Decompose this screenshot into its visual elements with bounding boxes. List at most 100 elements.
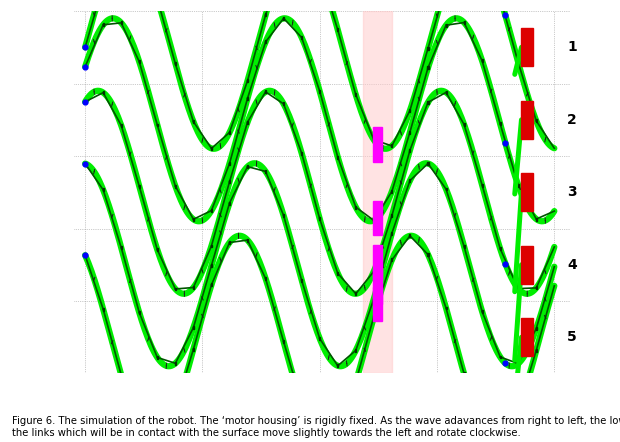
Bar	[193, 286, 194, 289]
Bar	[157, 436, 158, 439]
Bar	[427, 101, 428, 104]
Text: 1: 1	[567, 40, 577, 54]
Bar	[518, 184, 519, 187]
Bar	[247, 97, 248, 100]
Bar	[518, 61, 519, 64]
Bar	[391, 232, 392, 235]
Bar	[301, 36, 302, 39]
Bar	[521, 318, 533, 356]
Bar	[536, 349, 537, 352]
Bar	[500, 122, 501, 126]
Bar	[373, 201, 381, 235]
Bar	[121, 21, 122, 24]
Bar	[103, 188, 104, 191]
Text: 4: 4	[567, 258, 577, 272]
Bar	[409, 149, 410, 152]
Bar	[175, 287, 176, 290]
Bar	[139, 60, 140, 63]
Bar	[121, 124, 122, 127]
Bar	[211, 283, 212, 286]
Bar	[229, 202, 230, 205]
Bar	[283, 17, 284, 20]
Bar	[409, 109, 410, 112]
Text: 2: 2	[567, 113, 577, 127]
Bar	[355, 206, 356, 209]
Bar	[518, 287, 519, 290]
Bar	[427, 162, 428, 165]
Bar	[265, 41, 266, 43]
Bar	[157, 356, 158, 359]
Bar	[500, 248, 501, 250]
Bar	[373, 127, 381, 161]
Bar	[391, 145, 392, 147]
Bar	[175, 362, 176, 365]
Bar	[319, 337, 321, 340]
Bar	[363, 11, 392, 373]
Bar	[211, 209, 212, 212]
Bar	[229, 180, 230, 183]
Bar	[247, 121, 248, 123]
Bar	[409, 234, 410, 237]
Bar	[500, 437, 501, 439]
Bar	[193, 120, 194, 123]
Bar	[518, 362, 519, 365]
Bar	[283, 103, 284, 105]
Bar	[229, 162, 230, 165]
Bar	[518, 408, 519, 411]
Bar	[391, 214, 392, 217]
Bar	[193, 326, 194, 329]
Bar	[521, 246, 533, 284]
Bar	[536, 286, 537, 290]
Bar	[500, 355, 501, 358]
Bar	[319, 90, 321, 93]
Bar	[283, 340, 284, 343]
Bar	[103, 23, 104, 26]
Bar	[139, 311, 140, 314]
Text: Figure 6. The simulation of the robot. The ‘motor housing’ is rigidly fixed. As : Figure 6. The simulation of the robot. T…	[12, 416, 620, 438]
Bar	[355, 93, 356, 96]
Bar	[536, 327, 537, 330]
Bar	[355, 292, 356, 295]
Bar	[391, 259, 392, 261]
Bar	[175, 62, 176, 65]
Bar	[84, 46, 86, 49]
Bar	[193, 348, 194, 351]
Bar	[536, 119, 537, 122]
Bar	[521, 101, 533, 139]
Bar	[175, 185, 176, 187]
Bar	[229, 241, 230, 244]
Bar	[536, 217, 537, 221]
Bar	[121, 373, 122, 376]
Bar	[84, 254, 86, 257]
Bar	[193, 218, 194, 221]
Bar	[337, 156, 339, 159]
Bar	[211, 147, 212, 150]
Bar	[301, 401, 302, 404]
Bar	[337, 272, 339, 275]
Bar	[283, 214, 284, 217]
Bar	[103, 91, 104, 94]
Bar	[247, 165, 248, 168]
Bar	[373, 315, 374, 318]
Bar	[139, 185, 140, 188]
Bar	[157, 124, 158, 126]
Bar	[175, 407, 176, 410]
Bar	[84, 65, 86, 68]
Bar	[211, 244, 212, 248]
Bar	[337, 28, 339, 31]
Bar	[139, 423, 140, 426]
Bar	[355, 349, 356, 352]
Text: 3: 3	[567, 185, 577, 199]
Bar	[265, 170, 266, 173]
Bar	[373, 270, 374, 273]
Bar	[521, 28, 533, 66]
Bar	[211, 264, 212, 267]
Bar	[319, 217, 321, 221]
Bar	[84, 162, 86, 165]
Bar	[337, 364, 339, 367]
Bar	[427, 66, 428, 69]
Bar	[355, 381, 356, 383]
Bar	[373, 219, 374, 222]
Bar	[427, 253, 428, 256]
Bar	[103, 308, 104, 311]
